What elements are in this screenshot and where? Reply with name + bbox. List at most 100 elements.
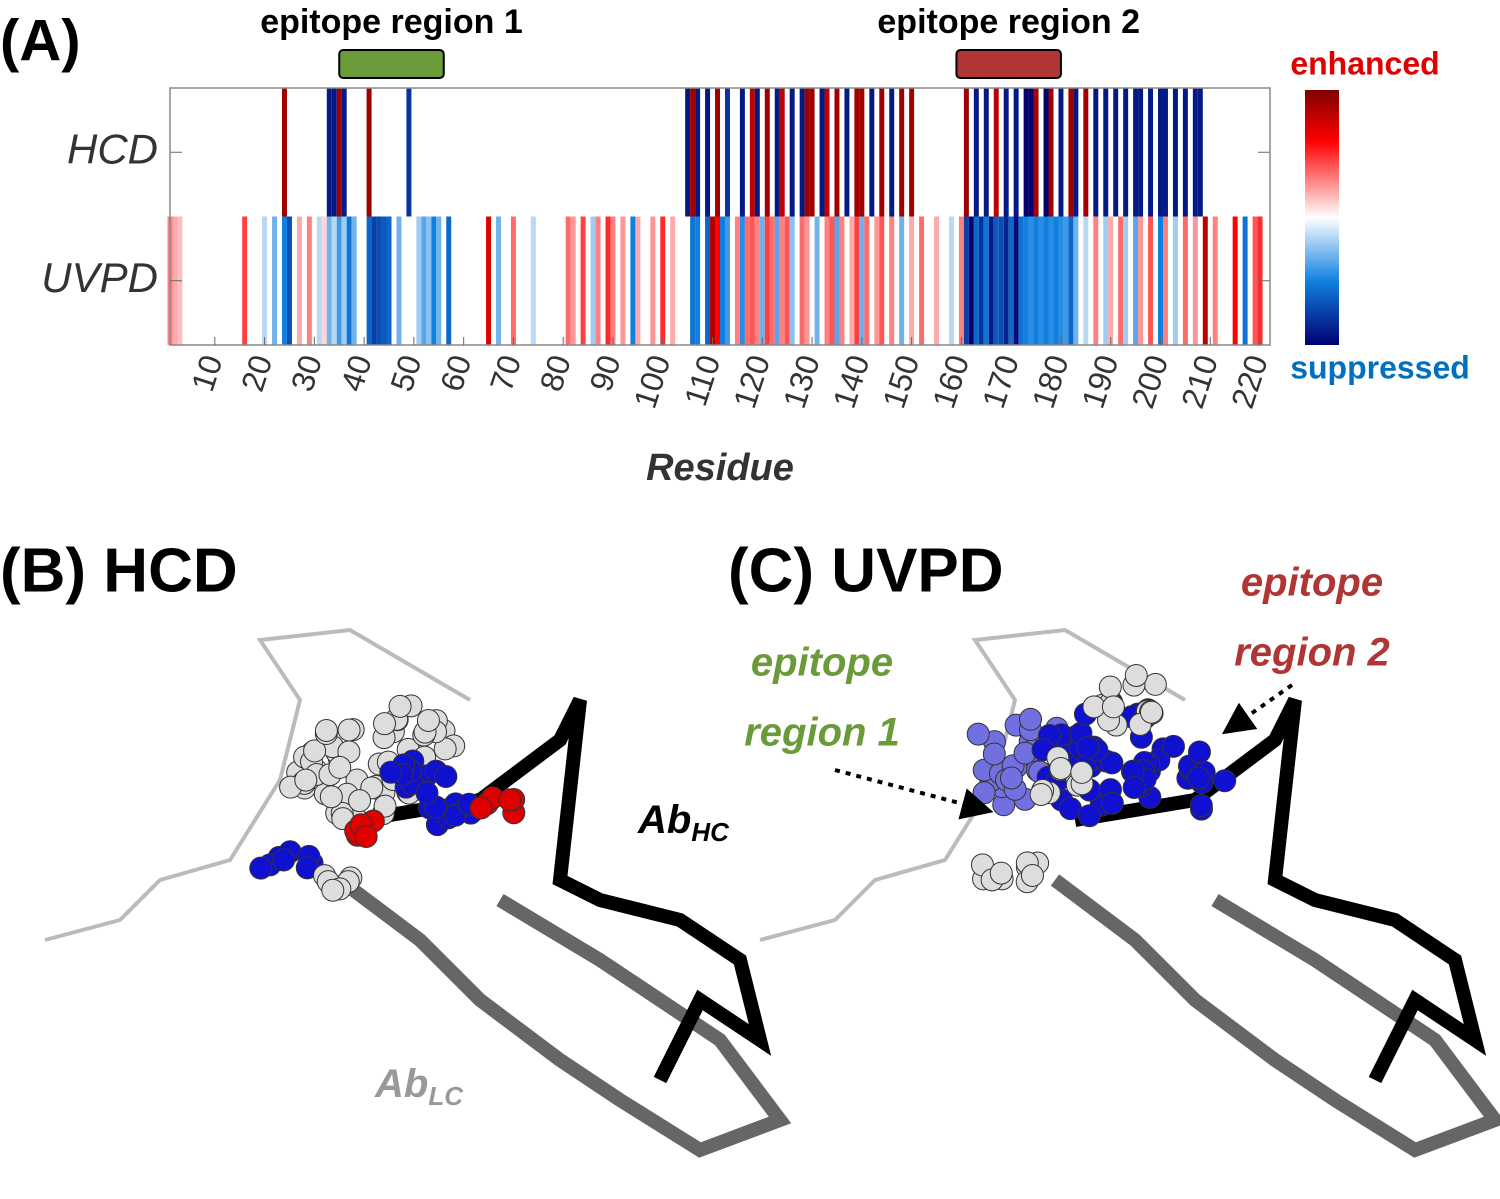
atom-sphere (1101, 695, 1125, 719)
x-tick-label: 200 (1124, 351, 1175, 413)
heat-cell (998, 216, 1004, 345)
heat-cell (829, 216, 835, 345)
heat-cell (262, 216, 268, 345)
heat-cell (1058, 88, 1064, 217)
atom-sphere (434, 765, 458, 789)
epitope-title: epitope region 1 (260, 3, 523, 41)
heat-cell (690, 216, 696, 345)
heat-cell (496, 216, 501, 345)
heat-cell (1192, 88, 1198, 217)
heat-cell (1043, 216, 1049, 345)
ribbon (335, 874, 792, 1158)
heat-cell (705, 216, 711, 345)
heat-cell (341, 88, 347, 217)
heat-cell (1013, 88, 1019, 217)
heat-cell (889, 88, 895, 217)
atom-sphere (999, 766, 1023, 790)
heat-cell (1133, 216, 1139, 345)
heat-cell (341, 216, 347, 345)
heat-cell (695, 88, 701, 217)
heat-cell (670, 216, 676, 345)
atom-sphere (1100, 751, 1124, 775)
atom-sphere (1187, 740, 1211, 764)
heat-cell (720, 216, 725, 345)
heat-cell (724, 216, 730, 345)
heat-cell (351, 216, 357, 345)
heat-cell (630, 216, 636, 345)
heat-cell (366, 216, 372, 345)
heat-cell (869, 88, 875, 217)
heat-cell (376, 216, 382, 345)
heat-cell (963, 216, 969, 345)
heat-cell (1038, 216, 1044, 345)
heat-cell (316, 216, 322, 345)
heat-cell (1048, 216, 1054, 345)
atom-sphere (272, 848, 296, 872)
atom-sphere (1077, 804, 1101, 828)
panel-label: (B) HCD (0, 536, 238, 605)
heat-cell (948, 216, 954, 345)
atom-sphere (303, 739, 327, 763)
heat-cell (705, 88, 711, 217)
heat-cell (983, 216, 989, 345)
x-tick-label: 110 (677, 351, 727, 411)
atom-sphere (1029, 782, 1053, 806)
heat-cell (1118, 216, 1124, 345)
heat-cell (789, 88, 795, 217)
epitope-label: epitope (1241, 561, 1383, 605)
ribbon (358, 696, 772, 1084)
epitope-bar (338, 49, 445, 79)
atom-sphere (1100, 791, 1124, 815)
heat-cell (1068, 88, 1074, 217)
heat-cell (1103, 216, 1109, 345)
heat-cell (1028, 88, 1034, 217)
heat-cell (1172, 216, 1178, 345)
heat-cell (530, 216, 536, 345)
heat-cell (779, 88, 785, 217)
heat-cell (759, 216, 765, 345)
heat-cell (1023, 216, 1029, 345)
atom-sphere (982, 742, 1006, 766)
heat-cell (973, 216, 979, 345)
heat-cell (754, 216, 760, 345)
heat-cell (879, 88, 885, 217)
heat-cell (426, 216, 432, 345)
heat-cell (859, 216, 865, 345)
heat-cell (486, 216, 492, 345)
heat-cell (1048, 88, 1054, 217)
heat-cell (650, 216, 656, 345)
heat-cell (610, 216, 616, 345)
atom-sphere (1019, 707, 1043, 731)
heat-cell (715, 88, 720, 217)
atom-sphere (1070, 760, 1094, 784)
heat-cell (635, 216, 641, 345)
chain-sub: LC (428, 1081, 464, 1111)
heat-cell (565, 216, 571, 345)
x-tick-label: 180 (1025, 351, 1076, 413)
heat-cell (1013, 216, 1019, 345)
chain-label: AbLC (374, 1062, 464, 1111)
heat-cell (1123, 88, 1129, 217)
heat-cell (1202, 216, 1208, 345)
heat-cell (1028, 216, 1034, 345)
heat-cell (973, 88, 979, 217)
atom-sphere (294, 768, 318, 792)
atom-sphere (1122, 775, 1146, 799)
x-tick-label: 80 (533, 351, 578, 396)
heat-cell (690, 88, 696, 217)
heat-cell (909, 216, 915, 345)
heat-cell (1083, 216, 1089, 345)
row-label: UVPD (41, 254, 158, 301)
heat-cell (1053, 216, 1059, 345)
heat-cell (1182, 216, 1188, 345)
heat-cell (326, 216, 332, 345)
x-axis-label: Residue (646, 447, 794, 489)
heat-cell (854, 88, 860, 217)
x-tick-label: 40 (334, 351, 379, 396)
heat-cell (570, 216, 576, 345)
x-tick-label: 90 (582, 351, 627, 396)
heat-cell (1018, 216, 1024, 345)
heat-cell (983, 88, 989, 217)
heat-cell (919, 216, 925, 345)
